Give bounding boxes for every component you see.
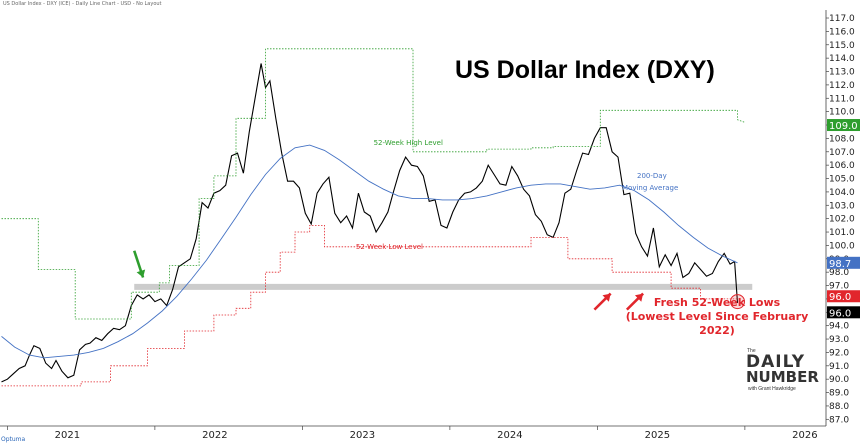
y-tick-label: 90.0 <box>829 375 849 385</box>
chart-header: US Dollar Index - DXY (ICE) - Daily Line… <box>3 1 162 7</box>
y-tick-label: 115.0 <box>829 41 855 51</box>
y-tick-label: 101.0 <box>829 228 855 238</box>
x-tick-label: 2024 <box>497 430 522 441</box>
y-tick-label: 106.0 <box>829 161 855 171</box>
series-line-ma200 <box>1 144 738 359</box>
price-tag-bg-0 <box>827 119 860 132</box>
y-tick-label: 100.0 <box>829 241 855 251</box>
y-tick-label: 117.0 <box>829 14 855 24</box>
label-moving-average: Moving Average <box>622 184 679 193</box>
series-layer <box>1 48 746 387</box>
y-tick-label: 112.0 <box>829 81 855 91</box>
y-tick-label: 110.0 <box>829 108 855 118</box>
arrow-head-1 <box>602 293 611 302</box>
y-tick-label: 98.0 <box>829 268 849 278</box>
y-tick-label: 107.0 <box>829 148 855 158</box>
price-tag-label-1: 98.7 <box>829 259 851 270</box>
y-tick-label: 94.0 <box>829 322 849 332</box>
y-tick-label: 104.0 <box>829 188 855 198</box>
logo-with: with Grant Hawkridge <box>748 386 796 392</box>
y-tick-label: 93.0 <box>829 335 849 345</box>
daily-number-logo: The DAILY NUMBER with Grant Hawkridge <box>744 348 834 397</box>
logo-daily: DAILY <box>746 352 806 372</box>
price-tag-bg-1 <box>827 256 860 269</box>
y-tick-label: 87.0 <box>829 415 849 425</box>
arrow-head-0 <box>136 269 146 278</box>
optuma-brand: Optuma <box>1 436 26 443</box>
price-tags: 109.0 98.7 96.0 96.0 <box>827 119 860 319</box>
support-band-rect <box>134 283 753 290</box>
price-tag-bg-2 <box>827 290 860 303</box>
chart-title: US Dollar Index (DXY) <box>455 56 715 84</box>
y-tick-label: 114.0 <box>829 54 855 64</box>
y-tick-label: 113.0 <box>829 68 855 78</box>
highlight-circle <box>730 294 745 310</box>
y-tick-label: 108.0 <box>829 134 855 144</box>
y-tick-label: 91.0 <box>829 362 849 372</box>
fresh-lows-annotation: Fresh 52-Week Lows (Lowest Level Since F… <box>612 296 822 338</box>
y-tick-label: 89.0 <box>829 389 849 399</box>
y-tick-label: 92.0 <box>829 348 849 358</box>
support-band <box>134 283 753 290</box>
x-tick-label: 2026 <box>792 430 817 441</box>
arrow-head-2 <box>634 293 644 302</box>
label-200day: 200-Day <box>637 172 667 181</box>
x-axis: 2021 2022 2023 2024 2025 2026 <box>0 425 826 441</box>
label-52wk-high: 52-Week High Level <box>373 138 443 147</box>
price-tag-bg-3 <box>827 306 860 319</box>
y-tick-label: 103.0 <box>829 201 855 211</box>
logo-the: The <box>747 348 756 354</box>
x-tick-label: 2021 <box>55 430 80 441</box>
fresh-lows-line1: Fresh 52-Week Lows <box>653 296 781 309</box>
logo-number: NUMBER <box>746 368 819 386</box>
label-52wk-low: 52-Week Low Level <box>355 243 423 252</box>
series-line-52wk-high <box>1 48 746 320</box>
price-tag-label-2: 96.0 <box>829 292 851 303</box>
price-tag-label-3: 96.0 <box>829 308 851 319</box>
x-tick-label: 2023 <box>350 430 375 441</box>
arrow-layer <box>132 250 645 311</box>
y-tick-label: 102.0 <box>829 215 855 225</box>
y-tick-label: 111.0 <box>829 94 855 104</box>
x-tick-label: 2025 <box>645 430 670 441</box>
y-tick-label: 105.0 <box>829 175 855 185</box>
fresh-lows-line2: (Lowest Level Since February 2022) <box>625 310 809 337</box>
series-line-dxy <box>1 63 739 383</box>
price-tag-label-0: 109.0 <box>829 121 858 132</box>
series-line-52wk-low <box>1 225 738 387</box>
y-tick-label: 116.0 <box>829 27 855 37</box>
x-tick-label: 2022 <box>202 430 227 441</box>
y-tick-label: 97.0 <box>829 282 849 292</box>
y-tick-label: 88.0 <box>829 402 849 412</box>
